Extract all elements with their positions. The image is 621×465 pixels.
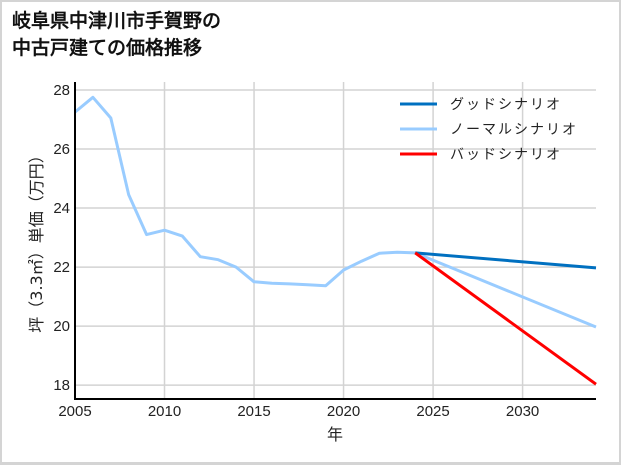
y-tick-label: 28 (53, 82, 70, 99)
y-tick-label: 22 (53, 259, 70, 276)
x-tick-label: 2025 (416, 403, 449, 420)
series-line (414, 251, 597, 386)
x-tick-label: 2005 (58, 403, 91, 420)
series-line (414, 251, 597, 329)
x-tick-label: 2010 (148, 403, 181, 420)
y-tick-label: 26 (53, 141, 70, 158)
y-tick-label: 20 (53, 318, 70, 335)
y-tick-label: 24 (53, 200, 70, 217)
chart-title-line-2: 中古戸建ての価格推移 (12, 37, 203, 59)
chart-title-line-1: 岐阜県中津川市手賀野の (12, 10, 222, 32)
data-series (74, 95, 597, 386)
x-tick-label: 2030 (506, 403, 539, 420)
x-axis-label: 年 (327, 425, 343, 444)
series-line (74, 95, 416, 288)
legend-label: ノーマルシナリオ (450, 122, 578, 138)
legend-label: グッドシナリオ (450, 97, 562, 113)
chart-title: 岐阜県中津川市手賀野の 中古戸建ての価格推移 (12, 8, 221, 62)
y-tick-label: 18 (53, 377, 70, 394)
y-axis-label: 坪（3.3㎡）単価（万円） (27, 147, 46, 332)
tick-labels: 18 20 22 24 26 28 2005 2010 2015 2020 2025 2030 (53, 82, 539, 420)
axes (74, 82, 596, 400)
legend-label: バッドシナリオ (450, 147, 562, 163)
x-tick-label: 2015 (237, 403, 270, 420)
x-tick-label: 2020 (327, 403, 360, 420)
series-line (415, 251, 597, 270)
